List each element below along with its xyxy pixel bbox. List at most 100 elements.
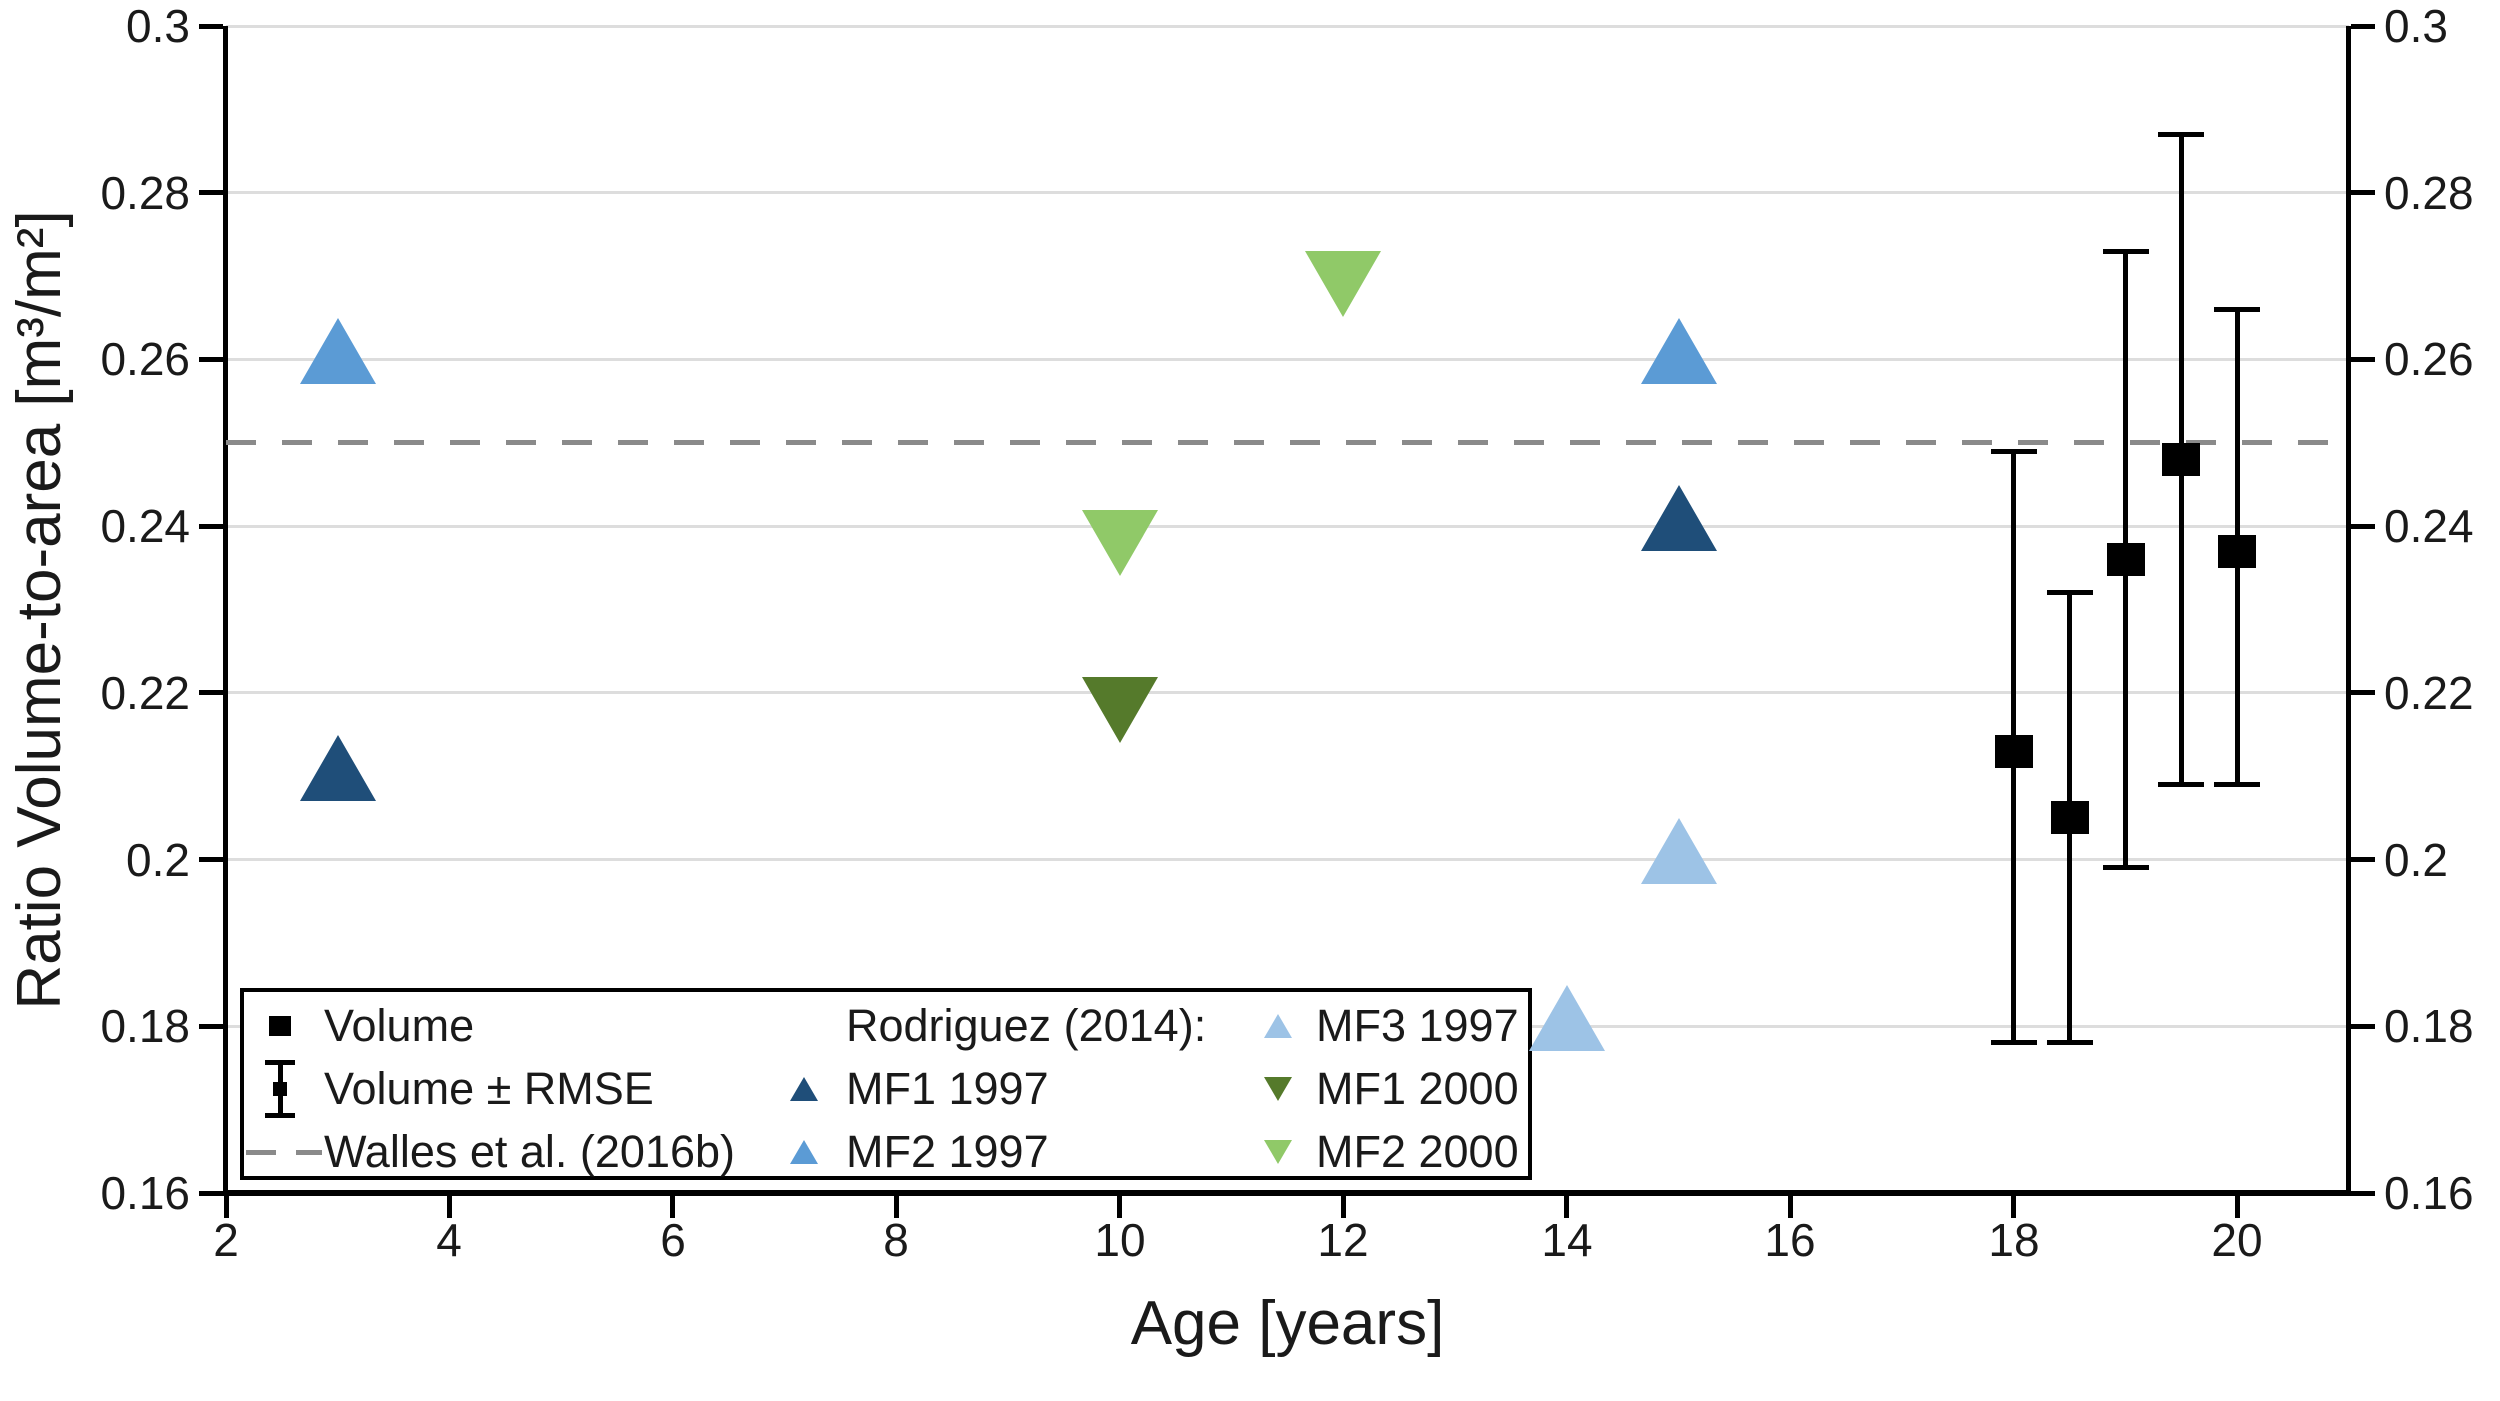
x-tick-label-18: 18 <box>1988 1214 2040 1266</box>
y-tick-label-right-0.16: 0.16 <box>2384 1167 2474 1219</box>
legend-volume-rmse-errorbar-icon <box>265 1060 295 1118</box>
marker-mf2-2000-x12 <box>1305 251 1381 317</box>
right-axis-spine <box>2346 26 2351 1193</box>
y-tick-right-0.16 <box>2351 1191 2375 1196</box>
legend-volume-label: Volume <box>324 1000 475 1051</box>
error-cap-top-19.5 <box>2158 132 2204 137</box>
x-tick-10 <box>1117 1196 1122 1218</box>
y-tick-right-0.24 <box>2351 524 2375 529</box>
marker-volume-x19.5 <box>2162 443 2200 476</box>
y-tick-right-0.18 <box>2351 1024 2375 1029</box>
y-tick-right-0.22 <box>2351 690 2375 695</box>
legend-walles-et-al-2016b--dash-icon <box>246 1150 322 1155</box>
y-tick-left-0.2 <box>199 857 223 862</box>
x-tick-label-10: 10 <box>1094 1214 1146 1266</box>
legend-mf3-1997-triangle-up-icon <box>1264 1014 1292 1038</box>
legend-box: Volume Volume ± RMSE Walles et al. (2016b)… <box>240 988 1532 1180</box>
legend-mf2-1997-label: MF2 1997 <box>846 1126 1049 1177</box>
reference-line-walles <box>226 440 2349 445</box>
y-tick-label-right-0.22: 0.22 <box>2384 667 2474 719</box>
error-cap-bottom-20 <box>2214 782 2260 787</box>
x-tick-label-12: 12 <box>1317 1214 1369 1266</box>
y-tick-label-left-0.26: 0.26 <box>100 333 190 385</box>
y-tick-label-left-0.22: 0.22 <box>100 667 190 719</box>
legend-mf1-1997-triangle-up-icon <box>790 1077 818 1101</box>
marker-mf3-1997-x14 <box>1529 985 1605 1051</box>
x-tick-label-16: 16 <box>1764 1214 1816 1266</box>
y-tick-right-0.2 <box>2351 857 2375 862</box>
legend-volume-rmse-errorbar-cap-top <box>265 1060 295 1065</box>
y-tick-label-left-0.28: 0.28 <box>100 167 190 219</box>
y-tick-left-0.28 <box>199 190 223 195</box>
y-tick-left-0.18 <box>199 1024 223 1029</box>
gridline-0.26 <box>226 358 2349 361</box>
y-tick-label-right-0.28: 0.28 <box>2384 167 2474 219</box>
marker-mf2-1997-x3 <box>300 318 376 384</box>
legend-volume-rmse-label: Volume ± RMSE <box>324 1063 654 1114</box>
gridline-0.2 <box>226 858 2349 861</box>
y-tick-label-left-0.3: 0.3 <box>126 0 190 52</box>
y-tick-label-right-0.2: 0.2 <box>2384 834 2448 886</box>
error-cap-top-20 <box>2214 307 2260 312</box>
y-tick-label-right-0.26: 0.26 <box>2384 333 2474 385</box>
legend-mf2-2000-label: MF2 2000 <box>1316 1126 1519 1177</box>
y-tick-right-0.3 <box>2351 24 2375 29</box>
x-axis-label: Age [years] <box>1130 1289 1445 1358</box>
gridline-0.22 <box>226 691 2349 694</box>
marker-mf1-2000-x10 <box>1082 677 1158 743</box>
marker-mf1-1997-x3 <box>300 735 376 801</box>
y-tick-label-right-0.24: 0.24 <box>2384 500 2474 552</box>
x-tick-4 <box>447 1196 452 1218</box>
y-tick-right-0.28 <box>2351 190 2375 195</box>
marker-mf2-2000-x10 <box>1082 510 1158 576</box>
legend-walles-et-al-2016b--label: Walles et al. (2016b) <box>324 1126 736 1177</box>
marker-mf1-1997-x15 <box>1641 485 1717 551</box>
y-tick-left-0.26 <box>199 357 223 362</box>
y-tick-label-right-0.18: 0.18 <box>2384 1000 2474 1052</box>
marker-mf2-1997-x15 <box>1641 318 1717 384</box>
x-tick-label-8: 8 <box>883 1214 909 1266</box>
x-tick-18 <box>2011 1196 2016 1218</box>
gridline-0.24 <box>226 525 2349 528</box>
marker-volume-x18 <box>1995 735 2033 768</box>
gridline-0.3 <box>226 25 2349 28</box>
y-tick-label-right-0.3: 0.3 <box>2384 0 2448 52</box>
y-tick-label-left-0.2: 0.2 <box>126 834 190 886</box>
x-tick-label-6: 6 <box>660 1214 686 1266</box>
y-tick-left-0.22 <box>199 690 223 695</box>
error-cap-bottom-18 <box>1991 1040 2037 1045</box>
x-tick-16 <box>1788 1196 1793 1218</box>
y-tick-left-0.16 <box>199 1191 223 1196</box>
legend-mf3-1997-label: MF3 1997 <box>1316 1000 1519 1051</box>
x-tick-8 <box>894 1196 899 1218</box>
y-tick-right-0.26 <box>2351 357 2375 362</box>
error-cap-bottom-18.5 <box>2047 1040 2093 1045</box>
error-cap-top-18 <box>1991 449 2037 454</box>
bottom-axis-spine <box>223 1190 2351 1196</box>
y-tick-label-left-0.24: 0.24 <box>100 500 190 552</box>
x-tick-label-14: 14 <box>1541 1214 1593 1266</box>
error-cap-top-18.5 <box>2047 590 2093 595</box>
error-cap-bottom-19.5 <box>2158 782 2204 787</box>
marker-volume-x19 <box>2107 543 2145 576</box>
x-tick-6 <box>670 1196 675 1218</box>
error-cap-top-19 <box>2103 249 2149 254</box>
y-axis-label: Ratio Volume-to-area [m³/m²] <box>5 210 74 1010</box>
legend-volume-rmse-errorbar-dot <box>273 1082 287 1096</box>
left-axis-spine <box>223 26 228 1193</box>
x-tick-14 <box>1564 1196 1569 1218</box>
x-tick-20 <box>2235 1196 2240 1218</box>
marker-mf3-1997-x15 <box>1641 818 1717 884</box>
x-tick-2 <box>224 1196 229 1218</box>
legend-rodriguez-2014--label: Rodriguez (2014): <box>846 1000 1207 1051</box>
x-tick-label-20: 20 <box>2211 1214 2263 1266</box>
legend-mf2-1997-triangle-up-icon <box>790 1140 818 1164</box>
x-tick-label-2: 2 <box>213 1214 239 1266</box>
marker-volume-x20 <box>2218 535 2256 568</box>
y-tick-label-left-0.16: 0.16 <box>100 1167 190 1219</box>
marker-volume-x18.5 <box>2051 801 2089 834</box>
legend-volume-rmse-errorbar-cap-bottom <box>265 1113 295 1118</box>
y-tick-left-0.24 <box>199 524 223 529</box>
y-tick-left-0.3 <box>199 24 223 29</box>
